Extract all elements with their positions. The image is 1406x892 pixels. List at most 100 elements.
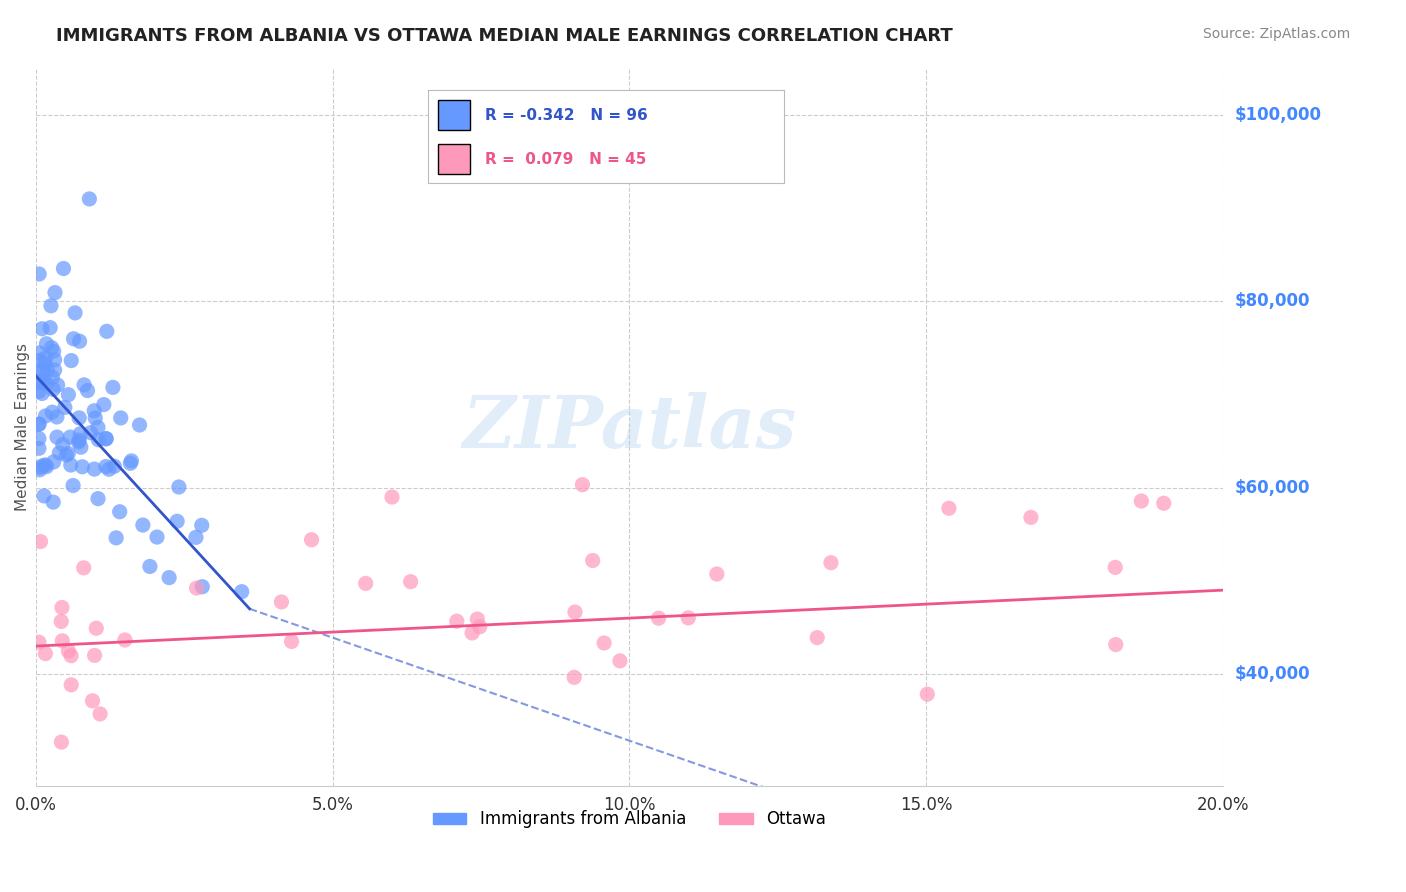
- Point: [59, 458, 82, 472]
- Point: [84, 621, 107, 635]
- Point: [184, 530, 207, 544]
- Point: [917, 687, 939, 701]
- Point: [34, 409, 56, 423]
- Point: [157, 571, 180, 585]
- Point: [73, 377, 96, 392]
- Point: [167, 480, 190, 494]
- Point: [35, 459, 58, 474]
- Point: [34, 647, 56, 661]
- Point: [83, 403, 105, 417]
- Text: $60,000: $60,000: [1234, 479, 1310, 497]
- Point: [28, 417, 51, 431]
- Point: [231, 584, 253, 599]
- Point: [609, 654, 631, 668]
- Point: [1019, 510, 1042, 524]
- Point: [44, 363, 66, 377]
- Point: [82, 694, 104, 708]
- Point: [51, 615, 73, 629]
- Point: [52, 437, 75, 451]
- Point: [69, 426, 91, 441]
- Point: [87, 433, 110, 447]
- Point: [28, 384, 51, 399]
- Point: [70, 440, 93, 454]
- Point: [89, 706, 111, 721]
- Point: [30, 460, 52, 475]
- Point: [571, 477, 593, 491]
- Point: [190, 518, 212, 533]
- Point: [34, 458, 56, 472]
- Point: [42, 455, 65, 469]
- Point: [139, 559, 162, 574]
- Point: [60, 678, 83, 692]
- Point: [120, 456, 142, 470]
- Point: [467, 612, 489, 626]
- Point: [938, 501, 960, 516]
- Point: [34, 351, 56, 365]
- Legend: Immigrants from Albania, Ottawa: Immigrants from Albania, Ottawa: [426, 804, 832, 835]
- Point: [706, 567, 728, 582]
- Point: [79, 192, 101, 206]
- Point: [101, 380, 124, 394]
- Point: [562, 670, 585, 684]
- Point: [73, 561, 96, 575]
- Point: [42, 383, 65, 397]
- Point: [58, 644, 80, 658]
- Point: [108, 505, 131, 519]
- Point: [83, 648, 105, 663]
- Point: [62, 478, 84, 492]
- Point: [44, 285, 66, 300]
- Point: [32, 458, 55, 473]
- Point: [28, 432, 51, 446]
- Point: [45, 409, 67, 424]
- Point: [87, 420, 110, 434]
- Point: [32, 489, 55, 503]
- Point: [28, 417, 51, 432]
- Point: [105, 531, 128, 545]
- Point: [42, 344, 65, 359]
- Point: [354, 576, 377, 591]
- Point: [399, 574, 422, 589]
- Point: [128, 417, 150, 432]
- Point: [806, 631, 828, 645]
- Point: [97, 462, 120, 476]
- Point: [39, 320, 62, 334]
- Point: [301, 533, 323, 547]
- Point: [52, 261, 75, 276]
- Text: $100,000: $100,000: [1234, 106, 1322, 124]
- Point: [67, 434, 90, 449]
- Point: [28, 463, 51, 477]
- Point: [280, 634, 302, 648]
- Point: [79, 425, 101, 440]
- Text: ZIPatlas: ZIPatlas: [463, 392, 796, 463]
- Point: [582, 553, 605, 567]
- Point: [60, 353, 83, 368]
- Point: [110, 411, 132, 425]
- Point: [41, 405, 63, 419]
- Point: [34, 356, 56, 370]
- Point: [32, 364, 55, 378]
- Point: [166, 514, 188, 528]
- Point: [146, 530, 169, 544]
- Point: [67, 410, 90, 425]
- Y-axis label: Median Male Earnings: Median Male Earnings: [15, 343, 31, 511]
- Text: $40,000: $40,000: [1234, 665, 1310, 683]
- Point: [63, 306, 86, 320]
- Text: Source: ZipAtlas.com: Source: ZipAtlas.com: [1202, 27, 1350, 41]
- Point: [35, 336, 58, 351]
- Point: [55, 448, 77, 462]
- Point: [468, 620, 491, 634]
- Point: [28, 353, 51, 368]
- Point: [44, 352, 66, 367]
- Point: [42, 495, 65, 509]
- Point: [270, 595, 292, 609]
- Point: [41, 341, 63, 355]
- Point: [647, 611, 669, 625]
- Point: [820, 556, 842, 570]
- Point: [32, 373, 55, 387]
- Point: [1153, 496, 1175, 510]
- Point: [41, 370, 63, 384]
- Point: [87, 491, 110, 506]
- Point: [93, 398, 115, 412]
- Point: [30, 534, 52, 549]
- Point: [67, 434, 90, 448]
